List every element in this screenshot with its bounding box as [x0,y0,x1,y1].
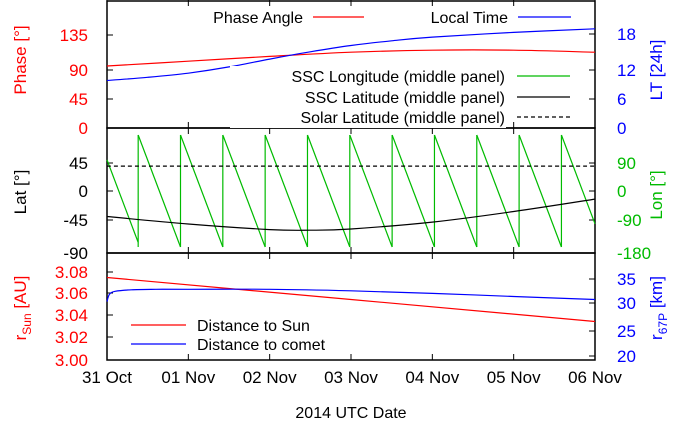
x-tick-label: 04 Nov [405,368,459,387]
y-tick-label-right: 25 [617,322,636,341]
longitude-segment-1 [137,134,182,248]
longitude-segment-10 [518,134,562,248]
y-tick-label-right: 0 [617,182,626,201]
y-axis-title-r67p-main: r [647,334,666,340]
y-tick-label-right: 6 [617,90,626,109]
y-tick-label-left: 3.06 [55,284,88,303]
y-tick-label-left: 3.00 [55,351,88,370]
longitude-segment-6 [349,134,393,248]
longitude-segment-4 [264,134,309,248]
y-axis-title-rsun: rSun [AU] [11,276,34,341]
y-axis-title-r67p-sub: 67P [656,313,670,334]
y-axis-title-lat: Lat [°] [11,170,30,215]
series-phase-angle [106,49,596,67]
y-axis-title-r67p-unit: [km] [647,276,666,313]
y-axis-title-lon: Lon [°] [647,170,666,219]
legend-label-local-time: Local Time [431,10,508,27]
legend-label-distance-comet: Distance to comet [197,337,326,354]
y-axis-title-rsun-unit: [AU] [11,276,30,314]
legend-label-phase-angle: Phase Angle [213,10,303,27]
y-axis-title-phase: Phase [°] [11,25,30,94]
longitude-segment-7 [391,134,436,248]
y-tick-label-left: 3.02 [55,328,88,347]
longitude-segment-3 [222,134,266,248]
longitude-segment-9 [476,134,520,248]
y-tick-label-right: 35 [617,270,636,289]
series-ssc-latitude [106,198,596,231]
y-tick-label-right: 90 [617,154,636,173]
x-tick-label: 05 Nov [487,368,541,387]
x-tick-label: 03 Nov [324,368,378,387]
y-axis-title-rsun-main: r [11,334,30,340]
y-tick-label-left: 135 [60,26,88,45]
y-tick-label-left: -90 [63,244,88,263]
y-tick-label-right: 30 [617,294,636,313]
legend-label-distance-sun: Distance to Sun [197,318,310,335]
y-tick-label-right: 18 [617,25,636,44]
longitude-segment-2 [179,134,224,248]
longitude-segment-11 [560,134,596,225]
x-tick-label: 31 Oct [82,368,132,387]
x-tick-label: 02 Nov [243,368,297,387]
longitude-segment-5 [306,134,351,248]
y-axis-title-rsun-sub: Sun [20,313,34,334]
longitude-segment-0 [106,159,139,243]
legend-label-ssc-latitude: SSC Latitude (middle panel) [305,90,505,107]
y-tick-label-left: -45 [63,211,88,230]
y-tick-label-right: 20 [617,347,636,366]
y-tick-label-right: 12 [617,61,636,80]
y-tick-label-left: 45 [69,154,88,173]
x-axis-title: 2014 UTC Date [295,405,406,422]
x-tick-label: 06 Nov [568,368,622,387]
series-ssc-longitude [106,134,596,248]
longitude-segment-8 [433,134,478,248]
legend-backdrop [230,87,506,108]
y-axis-title-r67p: r67P [km] [647,276,670,340]
y-tick-label-left: 0 [79,182,88,201]
series-local-time [106,28,596,82]
y-tick-label-left: 0 [79,119,88,138]
y-tick-label-right: -180 [617,244,651,263]
y-tick-label-right: -90 [617,211,642,230]
y-tick-label-left: 3.08 [55,263,88,282]
x-tick-label: 01 Nov [161,368,215,387]
legend-backdrop [230,107,506,128]
y-tick-label-left: 90 [69,61,88,80]
series-distance-sun [106,276,596,323]
y-axis-title-lt: LT [24h] [647,40,666,101]
series-distance-comet [106,288,596,302]
y-tick-label-right: 0 [617,119,626,138]
legend-label-ssc-longitude: SSC Longitude (middle panel) [292,69,505,86]
legend-label-solar-latitude: Solar Latitude (middle panel) [300,110,505,127]
y-tick-label-left: 45 [69,90,88,109]
legend-backdrop [230,66,506,87]
y-tick-label-left: 3.04 [55,306,88,325]
